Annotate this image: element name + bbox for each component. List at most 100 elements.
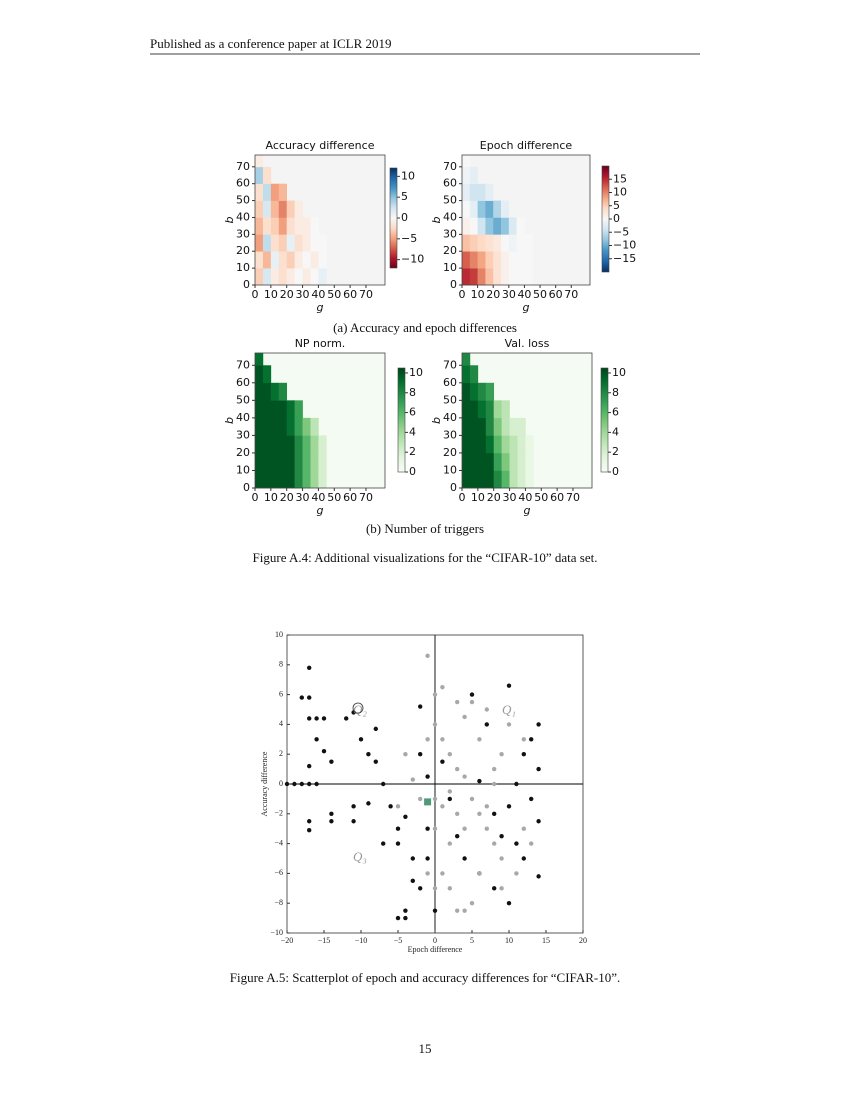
heatmap-cell	[270, 400, 280, 419]
scatter-point	[506, 683, 512, 688]
heatmap-cell	[469, 470, 479, 489]
heatmap-cell	[310, 417, 319, 436]
x-tick-label: 50	[534, 491, 548, 504]
y-tick-label: 2	[279, 749, 283, 758]
heatmap-cell	[270, 251, 280, 269]
page-number: 15	[419, 1041, 432, 1056]
colorbar-tick-label: 2	[612, 445, 619, 458]
y-tick-label: 10	[236, 261, 250, 274]
y-tick-label: 10	[275, 630, 283, 639]
quadrant-label: Q₃	[353, 849, 367, 864]
heatmap-cell	[485, 435, 495, 454]
colorbar-tick-label: −15	[613, 252, 636, 265]
heatmap-cell	[286, 470, 295, 489]
y-tick-label: 50	[443, 393, 457, 406]
scatter-point	[521, 826, 526, 831]
heatmap-cell	[469, 166, 478, 185]
heatmap-cell	[286, 417, 295, 436]
scatter-point	[366, 801, 371, 806]
scatter-point	[329, 811, 334, 816]
scatter-point	[307, 827, 312, 833]
scatter-point	[499, 833, 504, 839]
colorbar-tick-label: 6	[409, 406, 416, 419]
heatmap-cell	[501, 217, 510, 235]
y-tick-label: 40	[443, 411, 457, 424]
y-tick-label: 50	[236, 393, 250, 406]
scatter-point	[329, 759, 334, 764]
y-tick-label: −8	[274, 898, 283, 907]
panel-title: Val. loss	[505, 337, 550, 350]
scatter-point	[307, 695, 312, 700]
scatter-point	[440, 804, 445, 809]
heatmap-cell	[278, 400, 288, 419]
x-tick-label: −20	[281, 936, 294, 945]
heatmap-cell	[270, 268, 280, 286]
heatmap-cell	[310, 251, 319, 269]
colorbar-tick-label: −10	[401, 253, 424, 266]
heatmap-cell	[477, 400, 487, 419]
heatmap-cell	[462, 382, 471, 401]
y-tick-label: −4	[274, 838, 283, 847]
y-tick-label: 40	[236, 210, 250, 223]
scatter-point	[381, 841, 386, 846]
scatter-point	[492, 781, 497, 787]
scatter-point	[469, 692, 475, 697]
colorbar-tick-label: 5	[401, 190, 408, 203]
y-tick-label: 30	[443, 227, 457, 240]
heatmap-cell	[469, 234, 478, 252]
x-tick-label: 50	[327, 491, 341, 504]
colorbar-tick-label: 8	[612, 386, 619, 399]
y-tick-label: −2	[274, 809, 283, 818]
heatmap-cell	[310, 217, 319, 235]
x-tick-label: 60	[343, 491, 357, 504]
heatmap-cell	[493, 234, 502, 252]
x-tick-label: 70	[359, 288, 373, 301]
scatter-point	[462, 856, 467, 861]
heatmap-cell	[462, 353, 471, 366]
x-tick-label: 70	[359, 491, 373, 504]
colorbar-tick-label: 10	[612, 366, 626, 379]
scatter-point	[447, 752, 452, 757]
scatter-point	[403, 752, 408, 757]
scatter-point	[373, 726, 378, 732]
heatmap-cell	[462, 435, 471, 454]
scatter-point	[521, 737, 526, 742]
heatmap-cell	[462, 417, 471, 436]
y-tick-label: 20	[443, 244, 457, 257]
heatmap-cell	[294, 268, 303, 286]
scatter-point	[484, 804, 489, 809]
x-tick-label: 60	[343, 288, 357, 301]
heatmap-cell	[262, 452, 272, 471]
heatmap-cell	[302, 470, 311, 489]
heatmap-cell	[517, 470, 526, 489]
heatmap-cell	[501, 251, 510, 269]
heatmap-cell	[516, 268, 525, 286]
scatter-point	[418, 704, 423, 709]
y-tick-label: −6	[274, 868, 283, 877]
heatmap-cell	[469, 268, 478, 286]
y-tick-label: 30	[443, 428, 457, 441]
heatmap-cell	[294, 217, 303, 235]
panel-title: Epoch difference	[480, 139, 573, 152]
y-tick-label: 50	[236, 194, 250, 207]
x-tick-label: 15	[542, 936, 550, 945]
colorbar-tick-label: −5	[401, 232, 417, 245]
scatter-point	[506, 722, 512, 727]
scatter-point	[403, 908, 408, 913]
heatmap-cell	[255, 365, 264, 384]
scatter-point	[477, 778, 482, 784]
scatter-point	[307, 665, 312, 670]
scatter-point	[351, 819, 356, 824]
plot-frame	[461, 154, 591, 286]
heatmap-cell	[524, 234, 533, 252]
scatter-point	[469, 901, 475, 906]
x-tick-label: 20	[280, 491, 294, 504]
colorbar-tick-label: 10	[613, 186, 627, 199]
heatmap-cell	[294, 251, 303, 269]
scatter-point	[514, 871, 519, 876]
y-tick-label: 60	[443, 376, 457, 389]
scatter-point	[506, 901, 512, 906]
heatmap-cell	[462, 234, 471, 252]
y-tick-label: 8	[279, 660, 283, 669]
